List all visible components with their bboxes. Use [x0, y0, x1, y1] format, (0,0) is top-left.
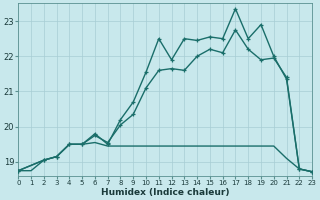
X-axis label: Humidex (Indice chaleur): Humidex (Indice chaleur)	[101, 188, 229, 197]
